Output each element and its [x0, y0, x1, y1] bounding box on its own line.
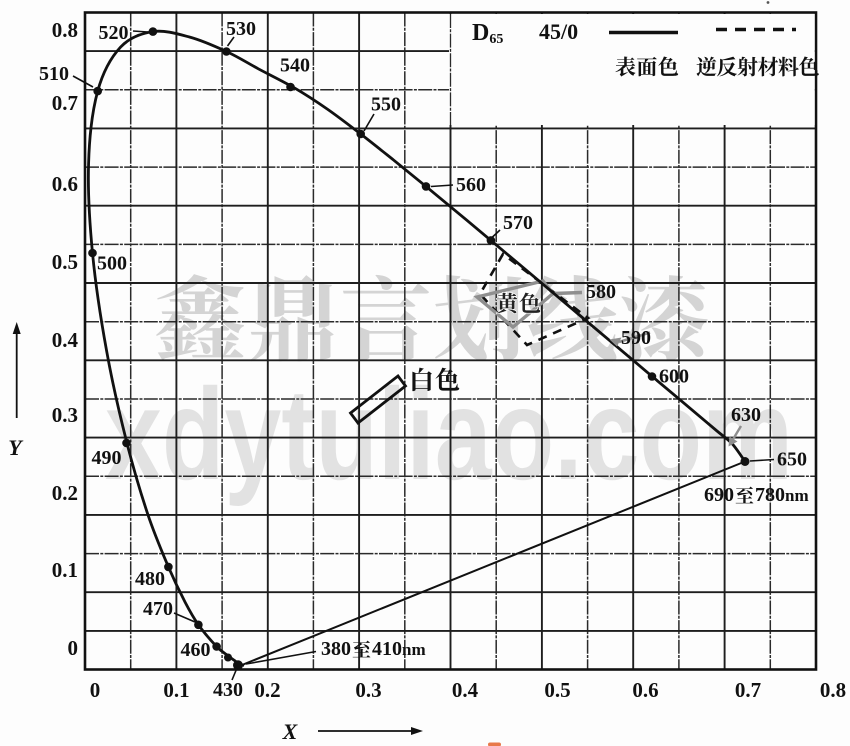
svg-text:0.1: 0.1 — [163, 678, 189, 702]
svg-text:0.5: 0.5 — [52, 250, 78, 274]
svg-text:460: 460 — [181, 639, 211, 661]
svg-text:480: 480 — [135, 568, 165, 590]
svg-text:570: 570 — [503, 212, 533, 234]
svg-text:0.5: 0.5 — [544, 678, 570, 702]
svg-text:0.3: 0.3 — [355, 678, 381, 702]
svg-text:690: 690 — [704, 484, 734, 506]
svg-text:600: 600 — [659, 366, 689, 388]
svg-text:780nm: 780nm — [755, 484, 809, 506]
svg-text:0.2: 0.2 — [52, 481, 78, 505]
svg-text:0.8: 0.8 — [52, 18, 78, 42]
svg-text:Y: Y — [8, 435, 24, 460]
svg-text:500: 500 — [97, 253, 127, 275]
svg-text:430: 430 — [213, 679, 243, 701]
svg-text:xdytuliao.com: xdytuliao.com — [105, 361, 793, 507]
svg-text:0.1: 0.1 — [52, 558, 78, 582]
svg-text:580: 580 — [586, 281, 616, 303]
svg-text:0.6: 0.6 — [632, 678, 658, 702]
svg-text:0.7: 0.7 — [735, 678, 761, 702]
svg-text:0.2: 0.2 — [254, 678, 280, 702]
svg-text:530: 530 — [226, 18, 256, 40]
svg-text:X: X — [282, 719, 299, 744]
svg-text:560: 560 — [456, 174, 486, 196]
svg-text:650: 650 — [777, 449, 807, 471]
svg-text:550: 550 — [371, 94, 401, 116]
svg-text:0.7: 0.7 — [52, 91, 78, 115]
svg-text:590: 590 — [621, 327, 651, 349]
svg-text:0.8: 0.8 — [820, 678, 846, 702]
svg-text:470: 470 — [143, 598, 173, 620]
svg-text:0.4: 0.4 — [452, 678, 479, 702]
svg-text:520: 520 — [99, 22, 129, 44]
svg-text:45/0: 45/0 — [539, 19, 578, 44]
svg-text:0: 0 — [68, 636, 79, 660]
svg-text:0.3: 0.3 — [52, 403, 78, 427]
svg-text:0.4: 0.4 — [52, 328, 79, 352]
svg-text:490: 490 — [92, 447, 122, 469]
svg-text:380: 380 — [321, 638, 351, 660]
svg-text:510: 510 — [39, 63, 69, 85]
svg-text:0.6: 0.6 — [52, 172, 78, 196]
svg-text:0: 0 — [90, 678, 101, 702]
svg-text:630: 630 — [731, 404, 761, 426]
svg-text:410nm: 410nm — [372, 638, 426, 660]
svg-text:540: 540 — [280, 55, 310, 77]
